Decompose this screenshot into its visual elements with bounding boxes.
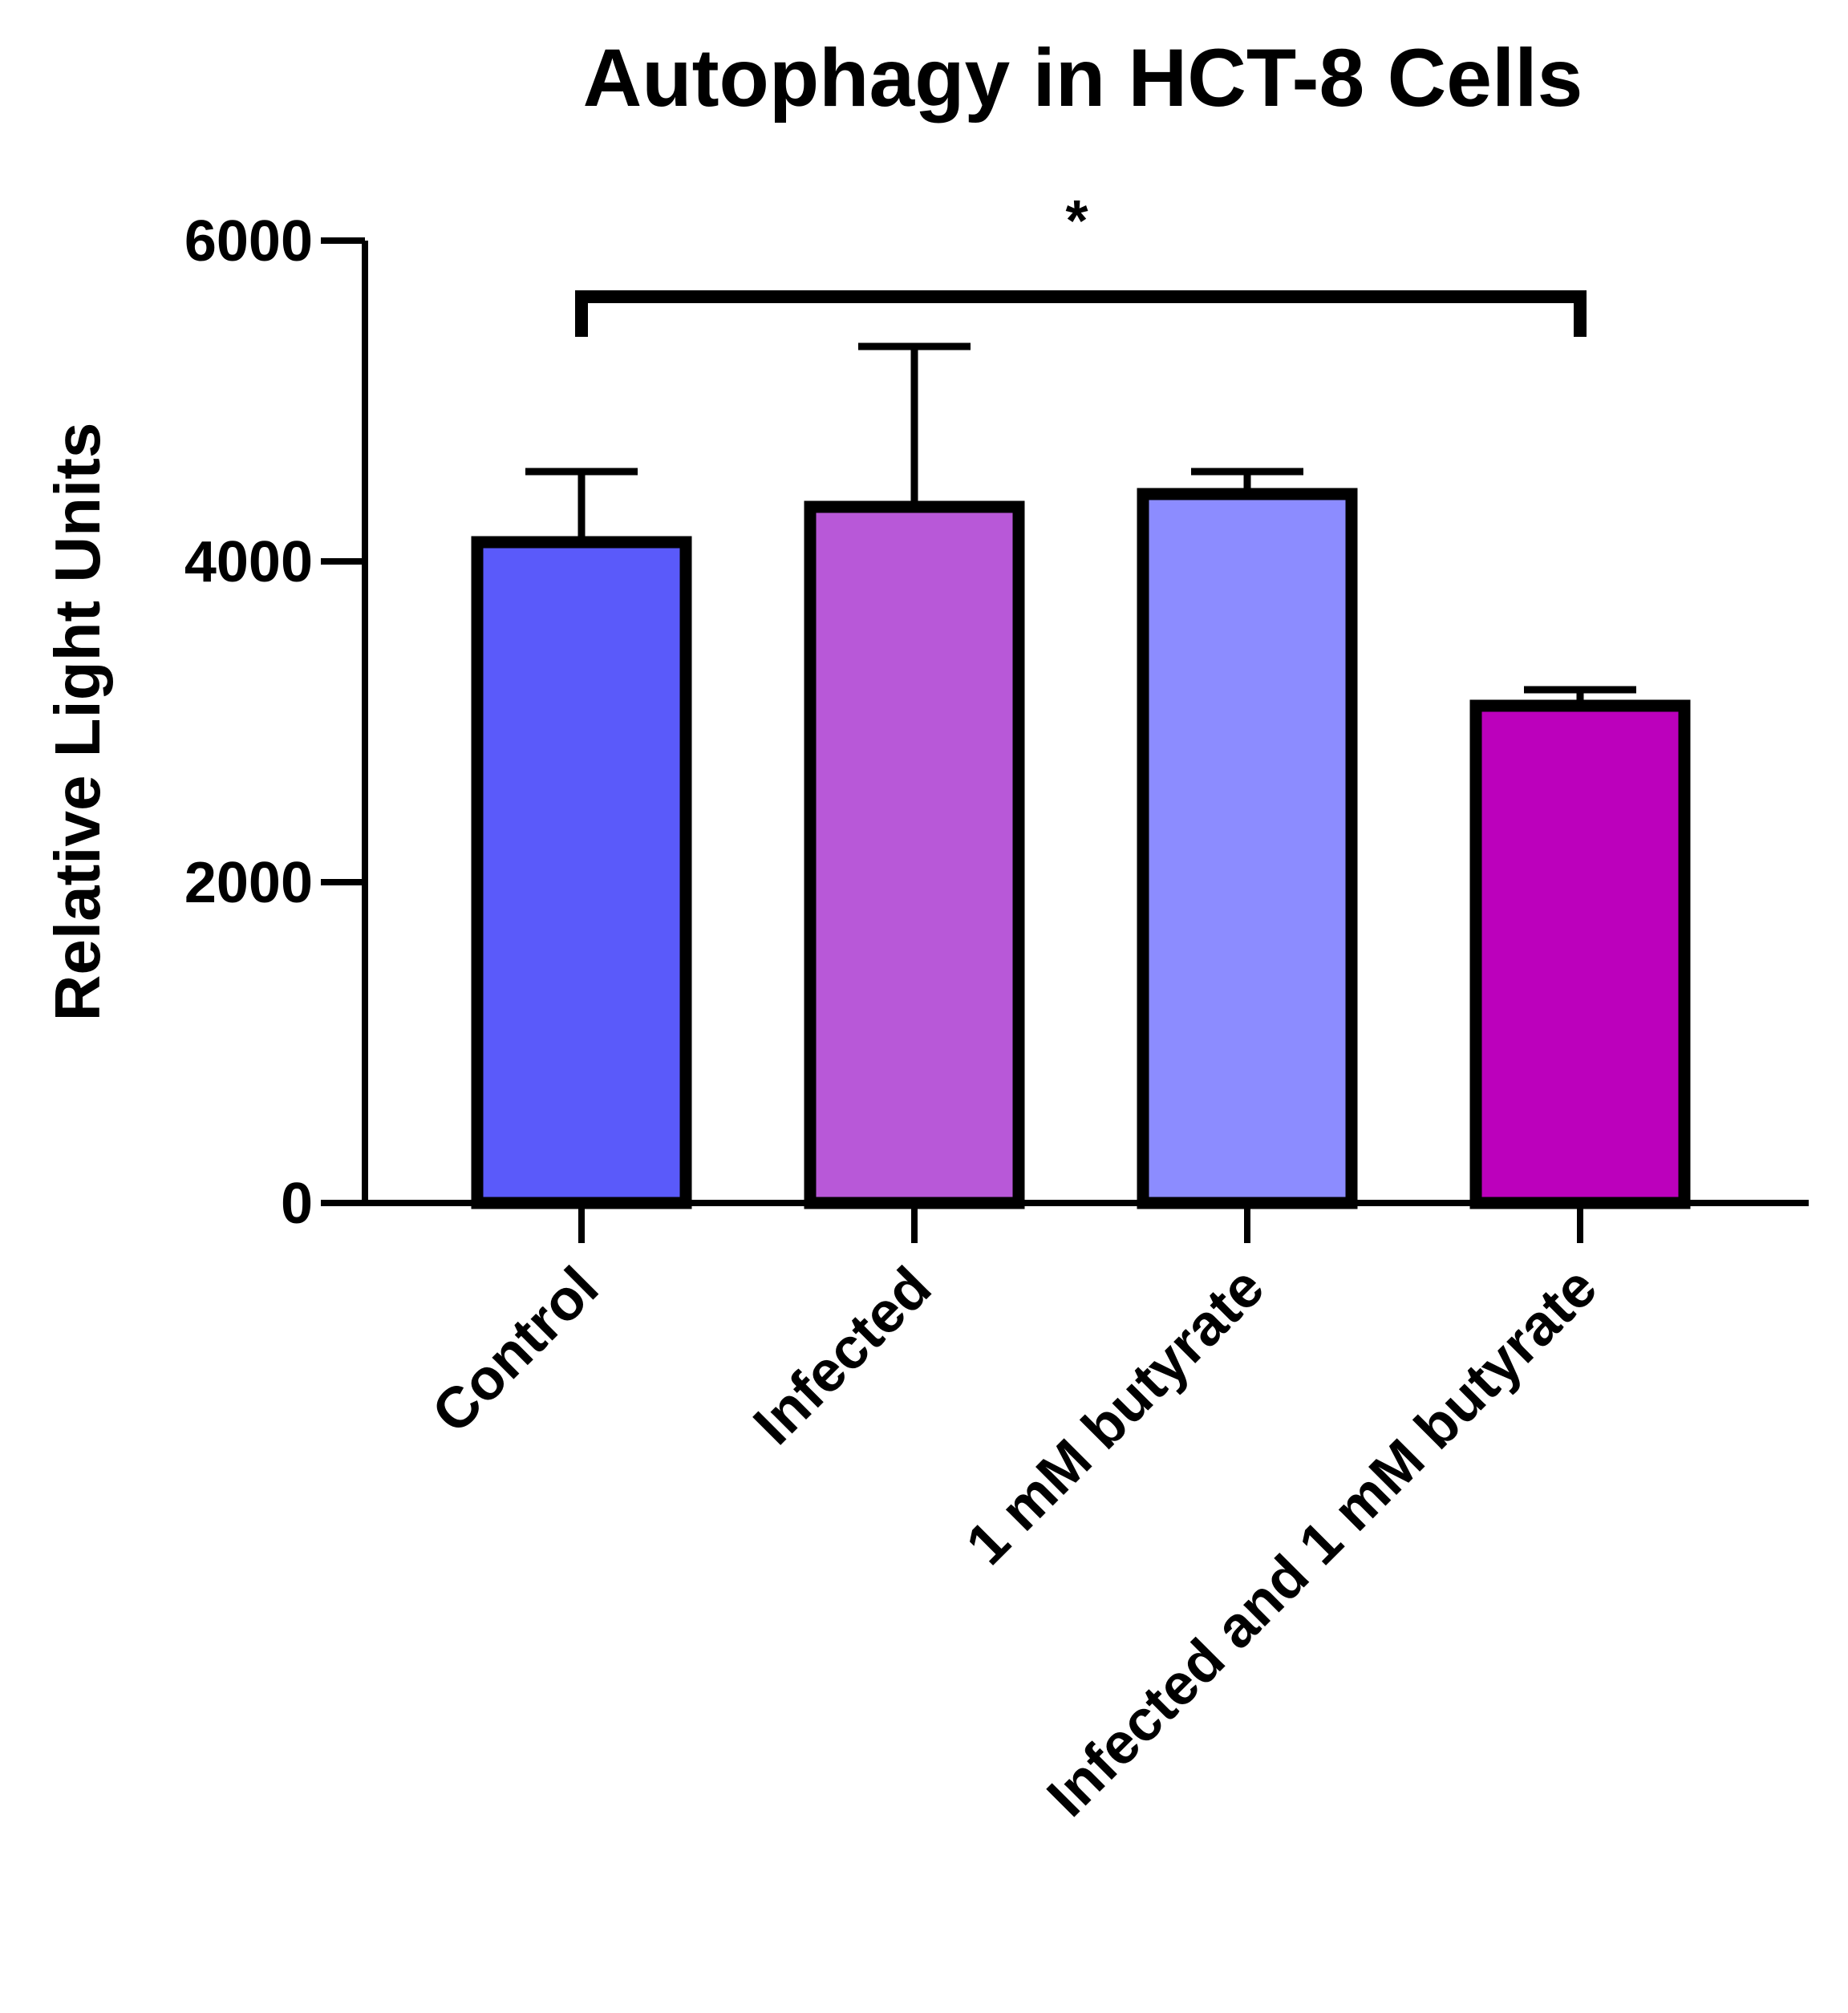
y-tick-label-0: 0 xyxy=(281,1172,313,1236)
bar-4 xyxy=(1469,699,1691,1209)
x-tick-label-4: Infected and 1 mM butyrate xyxy=(1035,1255,1610,1829)
plot-area: 0 2000 4000 6000 Control Infected 1 mM butyrat… xyxy=(184,189,1809,1829)
y-tick-label-4000: 4000 xyxy=(184,530,313,594)
significance-label: * xyxy=(1065,189,1088,253)
x-tick-label-3: 1 mM butyrate xyxy=(954,1255,1277,1578)
y-tick-label-2000: 2000 xyxy=(184,851,313,915)
bar-1 xyxy=(471,536,692,1209)
y-tick-label-6000: 6000 xyxy=(184,209,313,273)
x-tick-label-2: Infected xyxy=(742,1255,944,1457)
significance-bracket xyxy=(575,290,1587,337)
x-tick-label-1: Control xyxy=(420,1255,611,1446)
y-axis-title: Relative Light Units xyxy=(42,423,113,1022)
bar-3 xyxy=(1137,488,1358,1209)
chart-title: Autophagy in HCT-8 Cells xyxy=(583,32,1583,124)
bar-2 xyxy=(804,500,1025,1209)
